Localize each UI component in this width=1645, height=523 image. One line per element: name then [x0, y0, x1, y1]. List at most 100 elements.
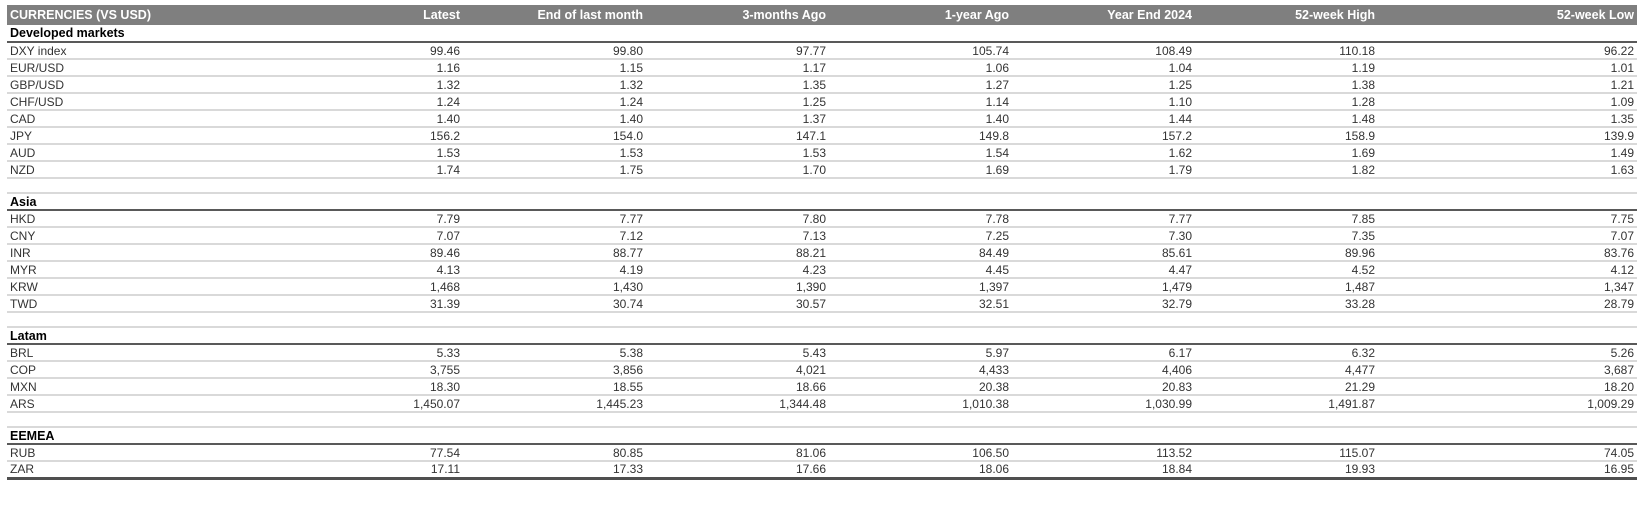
value-cell: 19.93	[1195, 461, 1378, 480]
value-cell: 7.85	[1195, 210, 1378, 228]
value-cell: 20.38	[829, 378, 1012, 396]
value-cell: 1.40	[463, 110, 646, 128]
section-title: Latam	[7, 327, 1637, 345]
value-cell: 74.05	[1378, 444, 1637, 462]
currency-label: KRW	[7, 278, 280, 296]
column-header: End of last month	[463, 5, 646, 25]
section-header-row: EEMEA	[7, 427, 1637, 445]
value-cell: 5.43	[646, 344, 829, 362]
currencies-table: CURRENCIES (VS USD) Latest End of last mon…	[7, 5, 1637, 480]
currency-label: HKD	[7, 210, 280, 228]
table-row: MXN 18.30 18.55 18.66 20.38 20.83 21.29 18.20	[7, 378, 1637, 396]
value-cell: 139.9	[1378, 127, 1637, 145]
value-cell: 5.38	[463, 344, 646, 362]
currency-label: NZD	[7, 161, 280, 179]
value-cell: 1.14	[829, 93, 1012, 111]
currency-label: RUB	[7, 444, 280, 462]
value-cell: 1,344.48	[646, 395, 829, 413]
section-spacer	[7, 412, 1637, 428]
value-cell: 21.29	[1195, 378, 1378, 396]
value-cell: 18.06	[829, 461, 1012, 480]
value-cell: 1.19	[1195, 59, 1378, 77]
currency-label: TWD	[7, 295, 280, 313]
value-cell: 3,856	[463, 361, 646, 379]
currency-label: BRL	[7, 344, 280, 362]
value-cell: 1.79	[1012, 161, 1195, 179]
value-cell: 18.30	[280, 378, 463, 396]
value-cell: 110.18	[1195, 42, 1378, 60]
currency-label: CNY	[7, 227, 280, 245]
table-row: COP 3,755 3,856 4,021 4,433 4,406 4,477 3,687	[7, 361, 1637, 379]
currency-label: MYR	[7, 261, 280, 279]
value-cell: 7.13	[646, 227, 829, 245]
value-cell: 7.25	[829, 227, 1012, 245]
value-cell: 7.75	[1378, 210, 1637, 228]
table-row: INR 89.46 88.77 88.21 84.49 85.61 89.96 83.76	[7, 244, 1637, 262]
value-cell: 89.46	[280, 244, 463, 262]
value-cell: 18.84	[1012, 461, 1195, 480]
value-cell: 4,477	[1195, 361, 1378, 379]
value-cell: 4,433	[829, 361, 1012, 379]
value-cell: 80.85	[463, 444, 646, 462]
section-header-row: Latam	[7, 327, 1637, 345]
value-cell: 33.28	[1195, 295, 1378, 313]
value-cell: 1.37	[646, 110, 829, 128]
value-cell: 1,347	[1378, 278, 1637, 296]
value-cell: 32.79	[1012, 295, 1195, 313]
value-cell: 88.77	[463, 244, 646, 262]
value-cell: 1,491.87	[1195, 395, 1378, 413]
value-cell: 84.49	[829, 244, 1012, 262]
value-cell: 1.40	[829, 110, 1012, 128]
value-cell: 1.25	[646, 93, 829, 111]
value-cell: 7.80	[646, 210, 829, 228]
value-cell: 1.53	[280, 144, 463, 162]
value-cell: 30.57	[646, 295, 829, 313]
value-cell: 147.1	[646, 127, 829, 145]
value-cell: 1,397	[829, 278, 1012, 296]
value-cell: 1.74	[280, 161, 463, 179]
value-cell: 1,450.07	[280, 395, 463, 413]
table-row: TWD 31.39 30.74 30.57 32.51 32.79 33.28 28.79	[7, 295, 1637, 313]
section-spacer	[7, 178, 1637, 194]
value-cell: 1.24	[463, 93, 646, 111]
value-cell: 5.26	[1378, 344, 1637, 362]
value-cell: 17.66	[646, 461, 829, 480]
value-cell: 18.66	[646, 378, 829, 396]
section-title: Asia	[7, 193, 1637, 211]
value-cell: 7.77	[463, 210, 646, 228]
value-cell: 158.9	[1195, 127, 1378, 145]
currency-label: JPY	[7, 127, 280, 145]
currency-label: GBP/USD	[7, 76, 280, 94]
value-cell: 1.40	[280, 110, 463, 128]
value-cell: 97.77	[646, 42, 829, 60]
table-row: EUR/USD 1.16 1.15 1.17 1.06 1.04 1.19 1.01	[7, 59, 1637, 77]
value-cell: 1.70	[646, 161, 829, 179]
value-cell: 1.32	[280, 76, 463, 94]
value-cell: 18.55	[463, 378, 646, 396]
section-header-row: Developed markets	[7, 25, 1637, 43]
value-cell: 1.69	[1195, 144, 1378, 162]
table-body: Developed markets DXY index 99.46 99.80 97.7…	[7, 25, 1637, 480]
value-cell: 7.07	[280, 227, 463, 245]
value-cell: 1.35	[1378, 110, 1637, 128]
value-cell: 1.04	[1012, 59, 1195, 77]
value-cell: 1,030.99	[1012, 395, 1195, 413]
table-row: RUB 77.54 80.85 81.06 106.50 113.52 115.07 74.0…	[7, 444, 1637, 462]
value-cell: 16.95	[1378, 461, 1637, 480]
column-header: 1-year Ago	[829, 5, 1012, 25]
value-cell: 83.76	[1378, 244, 1637, 262]
value-cell: 99.80	[463, 42, 646, 60]
value-cell: 1.75	[463, 161, 646, 179]
column-header: 3-months Ago	[646, 5, 829, 25]
value-cell: 1.16	[280, 59, 463, 77]
value-cell: 1.21	[1378, 76, 1637, 94]
table-row: MYR 4.13 4.19 4.23 4.45 4.47 4.52 4.12	[7, 261, 1637, 279]
table-row: AUD 1.53 1.53 1.53 1.54 1.62 1.69 1.49	[7, 144, 1637, 162]
section-title: Developed markets	[7, 25, 1637, 43]
currency-label: ARS	[7, 395, 280, 413]
value-cell: 1.24	[280, 93, 463, 111]
table-row: DXY index 99.46 99.80 97.77 105.74 108.49 110.…	[7, 42, 1637, 60]
table-row: BRL 5.33 5.38 5.43 5.97 6.17 6.32 5.26	[7, 344, 1637, 362]
table-row: NZD 1.74 1.75 1.70 1.69 1.79 1.82 1.63	[7, 161, 1637, 179]
value-cell: 6.17	[1012, 344, 1195, 362]
